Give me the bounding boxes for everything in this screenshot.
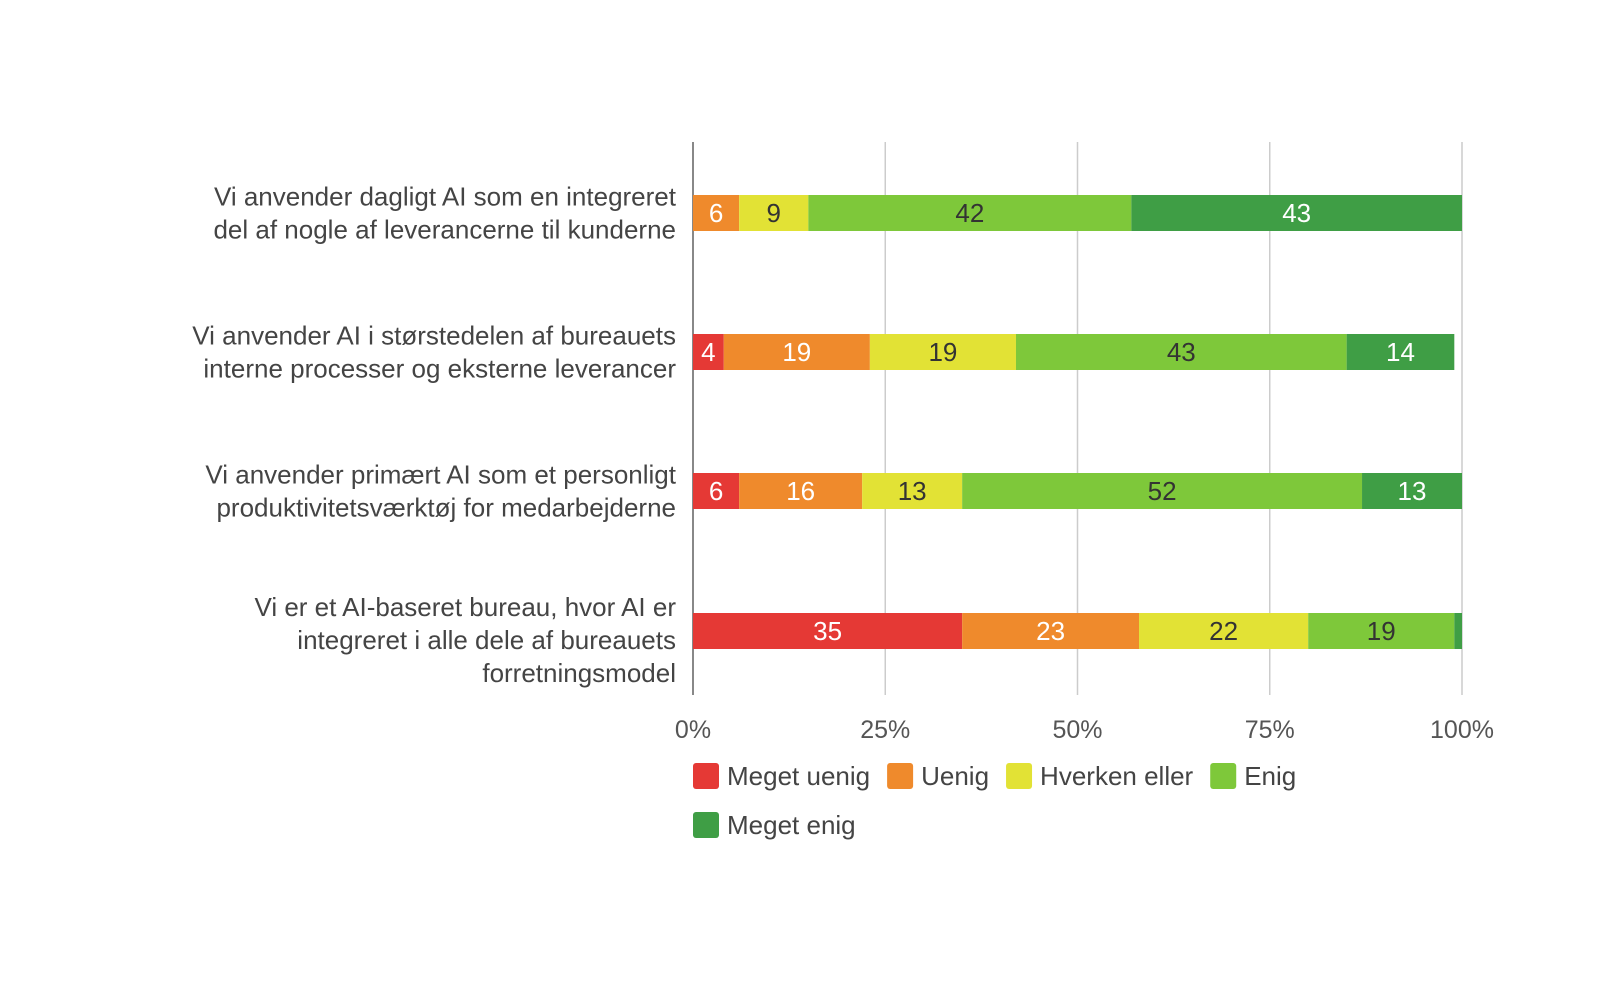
bar-value-label: 16 (786, 476, 815, 506)
x-tick-label: 100% (1430, 716, 1494, 744)
bar-segment (1362, 473, 1462, 509)
x-tick-label: 25% (860, 716, 910, 744)
bar-value-label: 6 (709, 198, 723, 228)
bar-segment (739, 195, 809, 231)
bar-value-label: 9 (767, 198, 781, 228)
legend-label: Meget enig (727, 810, 856, 840)
bar-segment (962, 473, 1363, 509)
legend-label: Hverken eller (1040, 761, 1194, 791)
legend-swatch (887, 763, 914, 789)
bar-value-label: 43 (1282, 198, 1311, 228)
legend-label: Uenig (921, 761, 989, 791)
bar-segment (869, 334, 1016, 370)
gridlines (692, 142, 1463, 695)
bar-segment (1346, 334, 1455, 370)
bar-value-label: 42 (955, 198, 984, 228)
bars: 6 9 42 43 4 19 19 43 14 6 16 13 52 13 35 23 22 19 (693, 195, 1462, 649)
bar-segment (739, 473, 863, 509)
bar-segment (1131, 195, 1462, 231)
bar-value-label: 52 (1148, 476, 1177, 506)
legend-label: Enig (1244, 761, 1296, 791)
bar-value-label: 6 (709, 476, 723, 506)
x-axis-ticks: 0% 25% 50% 75% 100% (675, 716, 1494, 744)
bar-value-label: 19 (782, 337, 811, 367)
bar-segment (1308, 613, 1455, 649)
bar-value-label: 13 (898, 476, 927, 506)
legend-label: Meget uenig (727, 761, 870, 791)
bar-segment (693, 334, 724, 370)
category-label: Vi anvender primært AI som et personligt… (205, 460, 676, 523)
x-tick-label: 75% (1245, 716, 1295, 744)
bar-segment (693, 195, 740, 231)
bar-segment (962, 613, 1140, 649)
category-label: Vi anvender dagligt AI som en integreret… (213, 182, 676, 245)
bar-value-label: 19 (928, 337, 957, 367)
bar-value-label: 13 (1398, 476, 1427, 506)
category-label: Vi er et AI-baseret bureau, hvor AI er in… (254, 592, 676, 688)
bar-value-label: 14 (1386, 337, 1415, 367)
bar-value-label: 19 (1367, 616, 1396, 646)
bar-segment (693, 473, 740, 509)
legend-swatch (1210, 763, 1237, 789)
bar-segment (1454, 613, 1462, 649)
x-tick-label: 0% (675, 716, 711, 744)
x-tick-label: 50% (1052, 716, 1102, 744)
bar-segment (723, 334, 870, 370)
category-labels: Vi anvender dagligt AI som en integreret… (192, 182, 676, 689)
bar-value-label: 22 (1209, 616, 1238, 646)
bar-segment (693, 613, 963, 649)
legend: Meget uenig Uenig Hverken eller Enig Meget e… (693, 761, 1296, 840)
bar-segment (1015, 334, 1347, 370)
bar-value-label: 23 (1036, 616, 1065, 646)
bar-value-label: 35 (813, 616, 842, 646)
bar-segment (808, 195, 1132, 231)
bar-segment (1139, 613, 1309, 649)
bar-value-label: 43 (1167, 337, 1196, 367)
legend-swatch (1006, 763, 1033, 789)
bar-segment (862, 473, 963, 509)
legend-swatch (693, 763, 719, 789)
legend-swatch (693, 812, 719, 838)
bar-value-label: 4 (701, 337, 715, 367)
category-label: Vi anvender AI i størstedelen af bureaue… (192, 321, 676, 384)
